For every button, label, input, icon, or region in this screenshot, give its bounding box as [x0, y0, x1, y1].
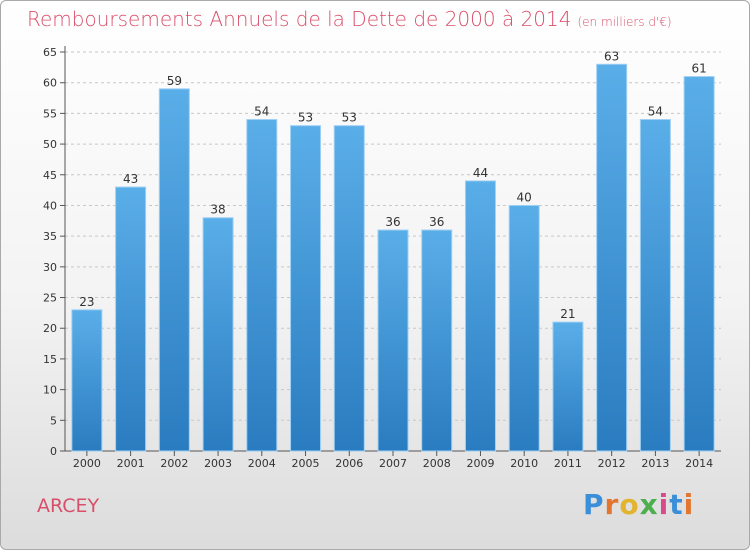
bars — [71, 63, 715, 452]
y-tick-label: 65 — [43, 46, 57, 59]
value-label-2005: 53 — [298, 111, 313, 125]
value-label-2012: 63 — [604, 49, 619, 63]
logo-letter: i — [683, 488, 695, 521]
value-label-2014: 61 — [691, 62, 706, 76]
chart-title: Remboursements Annuels de la Dette de 20… — [27, 7, 672, 31]
y-tick-label: 15 — [43, 353, 57, 366]
x-tick-labels: 2000 2001 2002 2003 2004 2005 2006 2007 2008 2009… — [73, 451, 713, 470]
y-tick-label: 20 — [43, 322, 57, 335]
chart-subtitle: (en milliers d'€) — [577, 15, 672, 29]
bar-2011 — [552, 321, 584, 452]
value-label-2003: 38 — [210, 203, 225, 217]
logo-letter: r — [604, 488, 620, 521]
x-tick-label-2012: 2012 — [598, 457, 626, 470]
x-tick-label-2004: 2004 — [248, 457, 276, 470]
x-tick-label-2014: 2014 — [685, 457, 713, 470]
bar-2012 — [596, 63, 628, 452]
bar-2009 — [464, 180, 496, 452]
bar-2006 — [333, 125, 365, 452]
x-tick-label-2008: 2008 — [423, 457, 451, 470]
bar-2002 — [158, 88, 190, 452]
bar-2008 — [421, 229, 453, 452]
y-tick-labels: 0 5 10 15 20 25 30 35 40 45 50 55 60 65 — [43, 46, 57, 458]
y-tick-label: 25 — [43, 292, 57, 305]
y-tick-label: 0 — [50, 445, 57, 458]
x-tick-label-2002: 2002 — [160, 457, 188, 470]
bar-2001 — [115, 186, 147, 452]
value-label-2008: 36 — [429, 215, 444, 229]
bar-2014 — [683, 76, 715, 452]
value-label-2009: 44 — [473, 166, 488, 180]
logo-letter: t — [669, 488, 684, 521]
value-label-2007: 36 — [385, 215, 400, 229]
value-label-2001: 43 — [123, 172, 138, 186]
x-tick-label-2006: 2006 — [335, 457, 363, 470]
x-tick-label-2013: 2013 — [641, 457, 669, 470]
value-label-2013: 54 — [648, 105, 663, 119]
y-tick-label: 10 — [43, 384, 57, 397]
bar-2013 — [639, 119, 671, 452]
value-label-2000: 23 — [79, 295, 94, 309]
chart-title-text: Remboursements Annuels de la Dette de 20… — [27, 7, 572, 31]
y-tick-label: 40 — [43, 199, 57, 212]
x-tick-label-2005: 2005 — [292, 457, 320, 470]
value-label-2004: 54 — [254, 105, 269, 119]
proxiti-logo: Proxiti — [583, 488, 694, 521]
x-tick-label-2010: 2010 — [510, 457, 538, 470]
logo-letter: x — [639, 488, 659, 521]
y-tick-label: 5 — [50, 414, 57, 427]
y-tick-label: 35 — [43, 230, 57, 243]
y-tick-label: 50 — [43, 138, 57, 151]
bar-2003 — [202, 217, 234, 452]
logo-letter: i — [658, 488, 670, 521]
logo-letter: o — [619, 488, 640, 521]
x-tick-label-2003: 2003 — [204, 457, 232, 470]
bar-2004 — [246, 119, 278, 452]
y-tick-label: 55 — [43, 107, 57, 120]
value-label-2002: 59 — [167, 74, 182, 88]
x-tick-label-2011: 2011 — [554, 457, 582, 470]
y-tick-label: 45 — [43, 169, 57, 182]
bar-2010 — [508, 204, 540, 452]
x-tick-label-2001: 2001 — [117, 457, 145, 470]
value-label-2006: 53 — [342, 111, 357, 125]
value-label-2011: 21 — [560, 307, 575, 321]
bar-2000 — [71, 309, 103, 452]
y-tick-label: 30 — [43, 261, 57, 274]
bar-2005 — [290, 125, 322, 452]
x-tick-label-2000: 2000 — [73, 457, 101, 470]
x-tick-label-2007: 2007 — [379, 457, 407, 470]
x-tick-label-2009: 2009 — [466, 457, 494, 470]
value-label-2010: 40 — [517, 190, 532, 204]
value-labels: 23 43 59 38 54 53 53 36 36 44 40 21 63 54 61 — [79, 49, 707, 321]
bar-2007 — [377, 229, 409, 452]
y-tick-label: 60 — [43, 77, 57, 90]
commune-name: ARCEY — [37, 495, 100, 517]
logo-letter: P — [583, 488, 605, 521]
